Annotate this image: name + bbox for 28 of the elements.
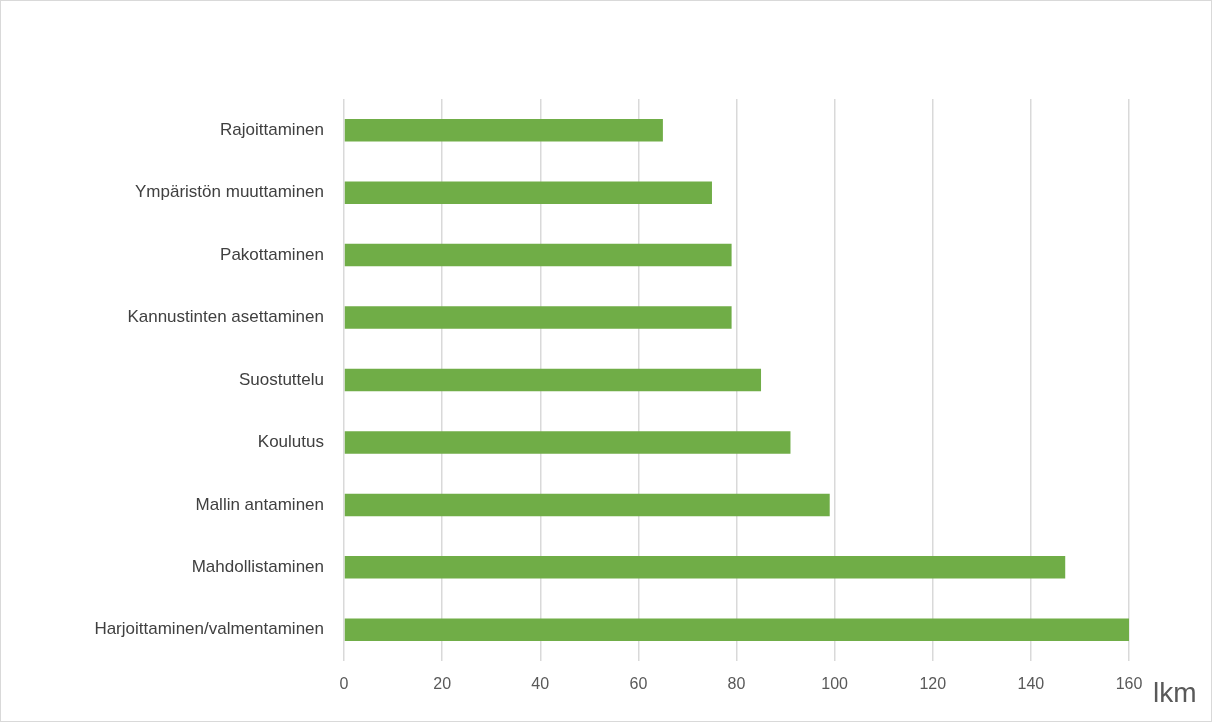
y-tick-label: Mahdollistaminen (191, 557, 324, 577)
y-tick-label: Koulutus (257, 432, 324, 452)
x-tick-label: 100 (821, 675, 849, 693)
bar (344, 431, 791, 454)
y-tick-label: Ympäristön muuttaminen (135, 182, 324, 202)
bar (344, 243, 732, 267)
bar (344, 556, 1066, 579)
x-tick-label: 40 (531, 675, 550, 693)
bar (344, 618, 1129, 642)
x-tick-label: 0 (339, 675, 349, 693)
x-tick-label: 80 (727, 675, 746, 693)
bar (344, 493, 830, 517)
y-tick-label: Harjoittaminen/valmentaminen (94, 619, 324, 639)
x-tick-label: 20 (433, 675, 452, 693)
x-tick-label: 60 (629, 675, 648, 693)
x-tick-label: 140 (1017, 675, 1045, 693)
y-tick-label: Pakottaminen (220, 244, 324, 264)
x-tick-label: 160 (1115, 675, 1143, 693)
y-tick-label: Mallin antaminen (195, 494, 324, 514)
bar (344, 368, 762, 392)
y-tick-label: Suostuttelu (238, 369, 324, 389)
x-tick-label: 120 (919, 675, 947, 693)
bar (344, 181, 712, 204)
x-axis-title: lkm (1153, 676, 1197, 708)
bar (344, 306, 732, 329)
y-tick-label: Kannustinten asettaminen (127, 307, 324, 327)
bar (344, 118, 663, 142)
y-tick-label: Rajoittaminen (220, 119, 324, 139)
